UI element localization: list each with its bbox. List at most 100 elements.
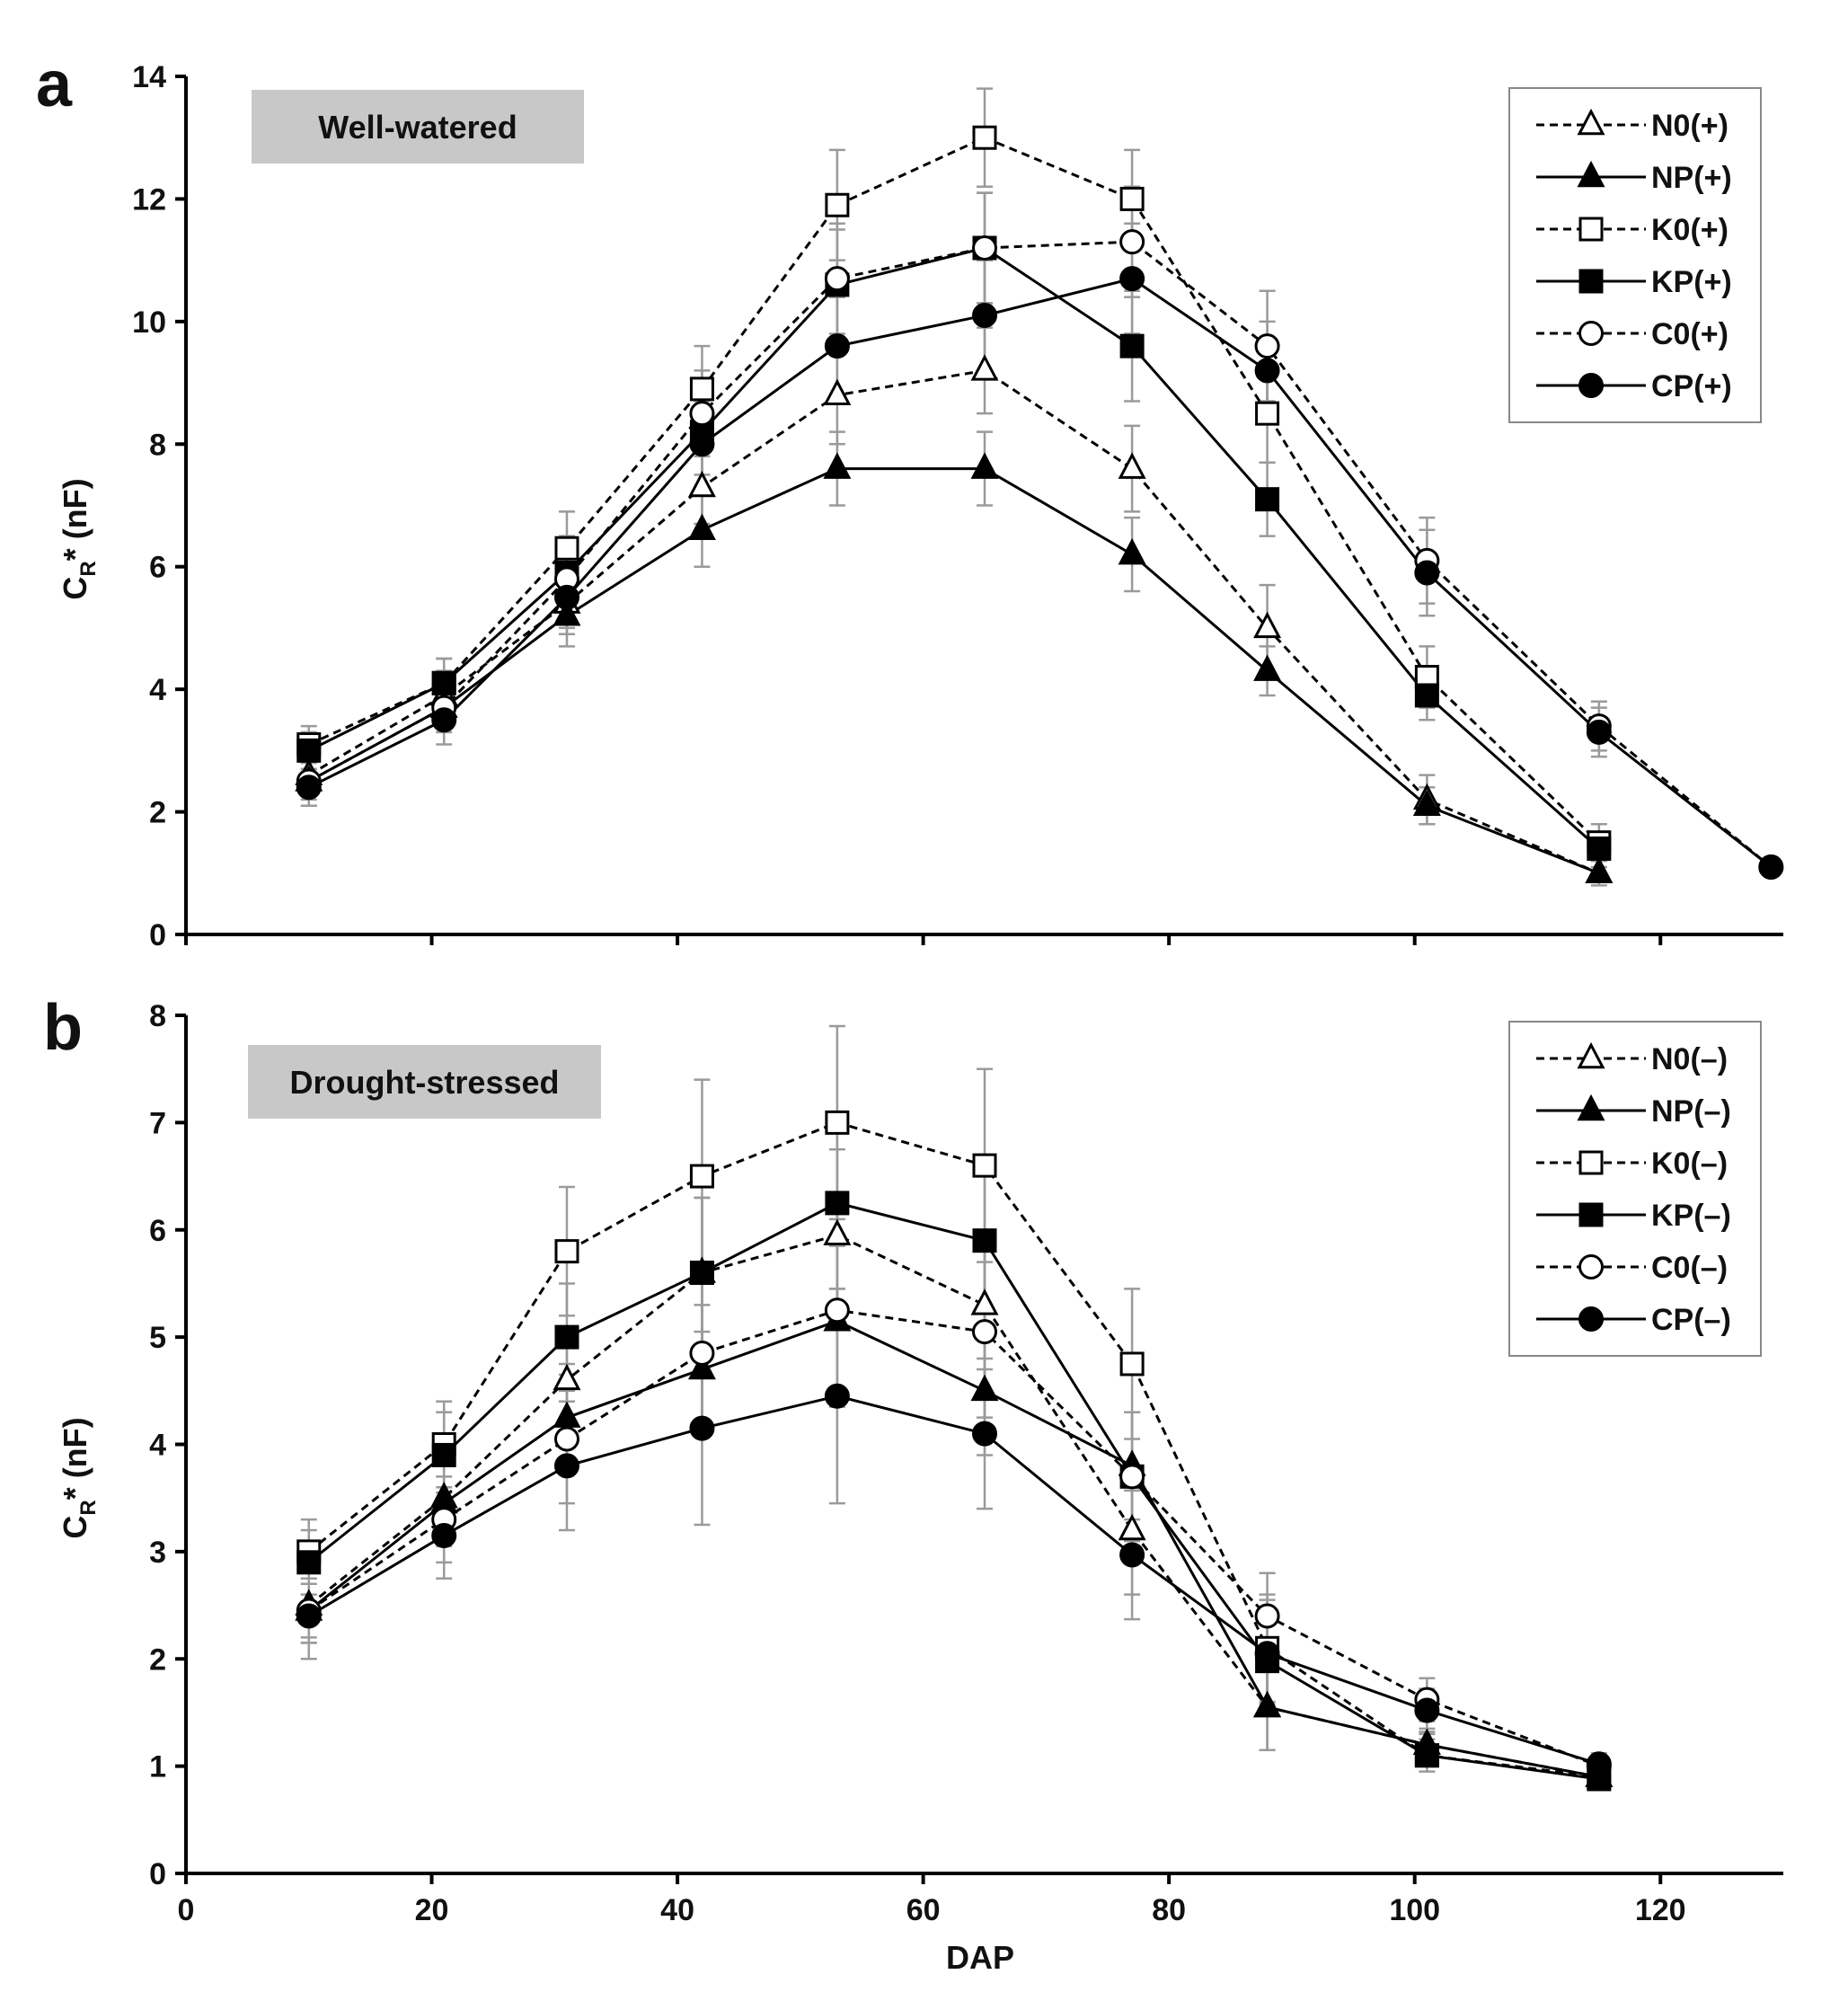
data-point bbox=[296, 738, 322, 763]
data-point bbox=[825, 1191, 850, 1216]
legend-marker bbox=[1577, 1093, 1605, 1121]
data-point bbox=[296, 1603, 322, 1629]
series-line-N0(–) bbox=[307, 1234, 1600, 1779]
legend-box bbox=[1508, 87, 1762, 423]
data-point bbox=[972, 235, 997, 261]
series-line-K0(–) bbox=[307, 1120, 1600, 1779]
series-line-C0(+) bbox=[308, 240, 1773, 869]
data-point bbox=[687, 1352, 716, 1380]
y-tick-label: 3 bbox=[149, 1536, 166, 1570]
data-point bbox=[825, 192, 850, 217]
condition-label: Well-watered bbox=[318, 109, 517, 146]
data-point bbox=[1254, 358, 1280, 384]
legend-label: CP(+) bbox=[1651, 369, 1732, 403]
legend-marker bbox=[1577, 1041, 1605, 1069]
data-point bbox=[1119, 333, 1145, 359]
data-point bbox=[1119, 1351, 1145, 1377]
data-point bbox=[553, 1453, 579, 1479]
data-point bbox=[431, 1442, 456, 1467]
data-point bbox=[1118, 1513, 1146, 1541]
data-point bbox=[689, 376, 714, 402]
legend-marker bbox=[1578, 373, 1604, 398]
data-point bbox=[687, 470, 716, 498]
data-point bbox=[431, 707, 457, 733]
y-tick-label: 2 bbox=[149, 796, 166, 830]
y-axis-title-units: * (nF) bbox=[57, 478, 93, 561]
y-tick-label: 8 bbox=[149, 428, 166, 462]
data-point bbox=[1254, 1641, 1280, 1667]
data-point bbox=[1119, 266, 1145, 292]
legend-label: KP(+) bbox=[1651, 265, 1732, 299]
y-tick-label: 12 bbox=[132, 182, 166, 217]
data-point bbox=[1414, 683, 1439, 708]
series-line-C0(–) bbox=[307, 1308, 1600, 1768]
data-point bbox=[1118, 537, 1146, 565]
data-point bbox=[825, 1110, 850, 1135]
data-point bbox=[554, 536, 579, 561]
panel-letter: a bbox=[36, 49, 73, 120]
legend: N0(–) NP(–) K0(–) KP(–) C0(–) CP(–) bbox=[1508, 1021, 1762, 1357]
data-point bbox=[824, 333, 850, 359]
data-point bbox=[1119, 229, 1145, 255]
y-tick-label: 8 bbox=[149, 999, 166, 1033]
condition-label-box bbox=[248, 1045, 601, 1119]
series-markers-KP(+) bbox=[296, 235, 1612, 861]
data-point bbox=[554, 1324, 579, 1350]
condition-label: Drought-stressed bbox=[289, 1064, 559, 1101]
data-point bbox=[687, 513, 716, 541]
data-point bbox=[431, 1522, 457, 1548]
data-point bbox=[554, 1239, 579, 1264]
y-tick-label: 4 bbox=[149, 673, 166, 707]
legend-label: K0(+) bbox=[1651, 213, 1729, 247]
data-point bbox=[553, 584, 579, 610]
x-tick-label: 20 bbox=[415, 1893, 449, 1927]
data-point bbox=[1254, 333, 1280, 359]
legend-marker bbox=[1578, 1202, 1604, 1227]
y-tick-label: 6 bbox=[149, 1214, 166, 1248]
x-tick-label: 60 bbox=[906, 1893, 941, 1927]
data-point bbox=[689, 1261, 714, 1285]
data-point bbox=[1412, 789, 1441, 816]
data-point bbox=[972, 303, 997, 329]
series-markers-CP(+) bbox=[296, 266, 1784, 880]
legend-label: N0(+) bbox=[1651, 109, 1729, 143]
y-axis-title: CR* (nF) bbox=[57, 478, 101, 599]
data-point bbox=[1255, 401, 1280, 426]
series-markers-KP(–) bbox=[296, 1191, 1612, 1792]
legend-marker bbox=[1577, 108, 1605, 136]
condition-label-box bbox=[252, 90, 584, 164]
data-point bbox=[553, 599, 581, 626]
y-axis-title-units: * (nF) bbox=[57, 1417, 93, 1500]
data-point bbox=[296, 775, 322, 801]
series-markers-N0(+) bbox=[295, 354, 1614, 884]
data-point bbox=[689, 1164, 714, 1189]
x-axis-title: DAP bbox=[946, 1939, 1014, 1976]
data-point bbox=[553, 1363, 581, 1391]
y-tick-label: 2 bbox=[149, 1642, 166, 1677]
x-tick-label: 80 bbox=[1152, 1893, 1186, 1927]
series-line-CP(–) bbox=[308, 1395, 1600, 1766]
legend-marker bbox=[1578, 321, 1604, 346]
data-point bbox=[824, 1383, 850, 1409]
y-axis-title: CR* (nF) bbox=[57, 1417, 101, 1538]
data-point bbox=[1255, 487, 1280, 512]
data-point bbox=[972, 1153, 997, 1178]
data-point bbox=[1414, 560, 1440, 586]
data-point bbox=[1253, 611, 1282, 639]
data-point bbox=[1758, 854, 1784, 880]
data-point bbox=[970, 452, 999, 479]
y-axis-title-subscript: R bbox=[76, 1500, 101, 1515]
y-tick-label: 10 bbox=[132, 305, 166, 340]
data-point bbox=[1414, 1697, 1440, 1723]
series-markers-K0(+) bbox=[296, 125, 1612, 855]
legend-marker bbox=[1578, 1150, 1604, 1175]
data-point bbox=[1118, 452, 1146, 479]
data-point bbox=[823, 378, 852, 405]
series-line-NP(+) bbox=[308, 467, 1600, 875]
data-point bbox=[972, 1319, 997, 1345]
data-point bbox=[972, 125, 997, 150]
legend-label: KP(–) bbox=[1651, 1199, 1731, 1233]
data-point bbox=[823, 452, 852, 479]
data-point bbox=[553, 1426, 579, 1452]
